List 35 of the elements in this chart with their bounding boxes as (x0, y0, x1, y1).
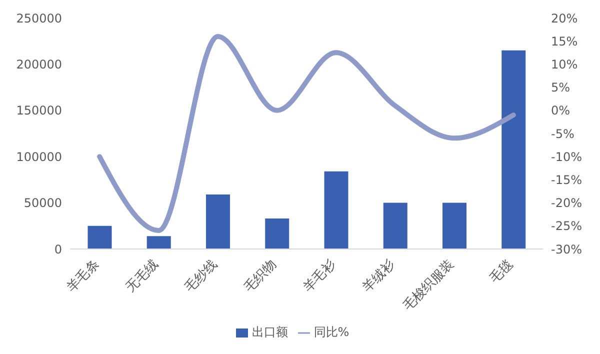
x-tick-label: 毛毯 (487, 257, 516, 286)
bar (88, 226, 112, 249)
y2-tick-label: 5% (551, 80, 570, 95)
y-tick-label: 250000 (16, 11, 62, 26)
y2-tick-label: 10% (551, 57, 578, 72)
y-tick-label: 100000 (16, 150, 62, 164)
bar (442, 202, 466, 249)
bar (265, 218, 290, 249)
y-tick-label: 200000 (16, 57, 62, 72)
x-tick-label: 羊毛条 (64, 257, 102, 296)
legend-label: 出口额 (252, 325, 288, 339)
bar (146, 236, 171, 249)
bar (502, 50, 526, 249)
x-tick-label: 羊毛衫 (300, 257, 339, 296)
y-tick-label: 50000 (24, 196, 62, 210)
x-tick-label: 无毛绒 (123, 257, 162, 296)
bar (206, 194, 230, 249)
y2-tick-label: -30% (551, 242, 582, 256)
y2-tick-label: 0% (551, 104, 570, 118)
y2-tick-label: -20% (551, 196, 582, 210)
bar (383, 202, 408, 249)
y2-tick-label: -10% (551, 150, 582, 164)
y2-tick-label: 20% (551, 11, 578, 26)
y2-tick-label: -25% (551, 219, 582, 234)
bar (324, 171, 348, 249)
x-tick-label: 羊绒衫 (360, 257, 398, 296)
y-tick-label: 0 (54, 242, 62, 256)
x-tick-label: 毛纱线 (182, 257, 221, 296)
x-tick-label: 毛梭织服装 (400, 257, 458, 314)
x-tick-label: 毛织物 (242, 257, 280, 296)
y-tick-label: 150000 (16, 104, 62, 118)
y2-tick-label: -15% (551, 172, 582, 187)
legend-label: 同比% (314, 325, 350, 339)
y2-tick-label: 15% (551, 34, 578, 48)
y2-tick-label: -5% (551, 126, 574, 141)
